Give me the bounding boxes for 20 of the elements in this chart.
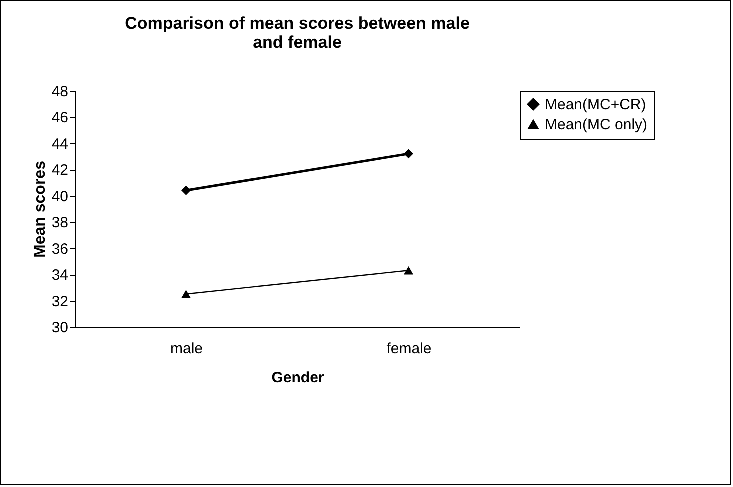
- y-tick-label: 34: [52, 267, 68, 284]
- y-tick-label: 42: [52, 162, 68, 180]
- x-axis-title: Gender: [272, 370, 324, 386]
- legend-label: Mean(MC only): [545, 116, 648, 134]
- legend-label: Mean(MC+CR): [545, 96, 646, 114]
- y-tick-label: 32: [52, 293, 68, 310]
- y-tick-label: 38: [52, 214, 68, 232]
- y-tick-label: 48: [52, 84, 68, 100]
- point: [182, 186, 191, 196]
- point: [404, 149, 414, 159]
- y-tick-label: 44: [52, 136, 68, 153]
- x-tick-label: male: [170, 340, 204, 358]
- y-tick-label: 36: [52, 240, 68, 258]
- x-tick-label: female: [386, 340, 432, 358]
- text: Comparison of mean scores between male: [125, 14, 470, 33]
- text: and female: [253, 33, 342, 52]
- y-tick-label: 30: [52, 320, 68, 336]
- y-tick-label: 40: [52, 188, 68, 206]
- y-tick-label: 46: [52, 110, 68, 127]
- y-axis-title: Mean scores: [32, 160, 49, 258]
